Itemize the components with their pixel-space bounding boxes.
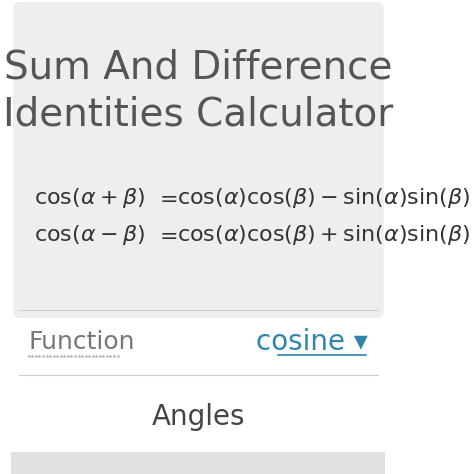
Text: $\cos(\alpha)\cos(\beta) + \sin(\alpha)\sin(\beta)$: $\cos(\alpha)\cos(\beta) + \sin(\alpha)\…	[177, 223, 470, 247]
Text: cosine ▾: cosine ▾	[256, 328, 368, 356]
Text: Sum And Difference: Sum And Difference	[4, 48, 392, 86]
Text: Identities Calculator: Identities Calculator	[3, 95, 393, 133]
Text: $\cos(\alpha - \beta)$: $\cos(\alpha - \beta)$	[34, 223, 145, 247]
Bar	[11, 452, 385, 474]
Text: $\cos(\alpha + \beta)$: $\cos(\alpha + \beta)$	[34, 186, 145, 210]
Text: Angles: Angles	[152, 403, 245, 431]
Text: $\cos(\alpha)\cos(\beta) - \sin(\alpha)\sin(\beta)$: $\cos(\alpha)\cos(\beta) - \sin(\alpha)\…	[177, 186, 470, 210]
FancyBboxPatch shape	[13, 2, 384, 318]
Text: Function: Function	[29, 330, 135, 354]
Text: $=$: $=$	[155, 188, 178, 208]
Text: $=$: $=$	[155, 225, 178, 245]
